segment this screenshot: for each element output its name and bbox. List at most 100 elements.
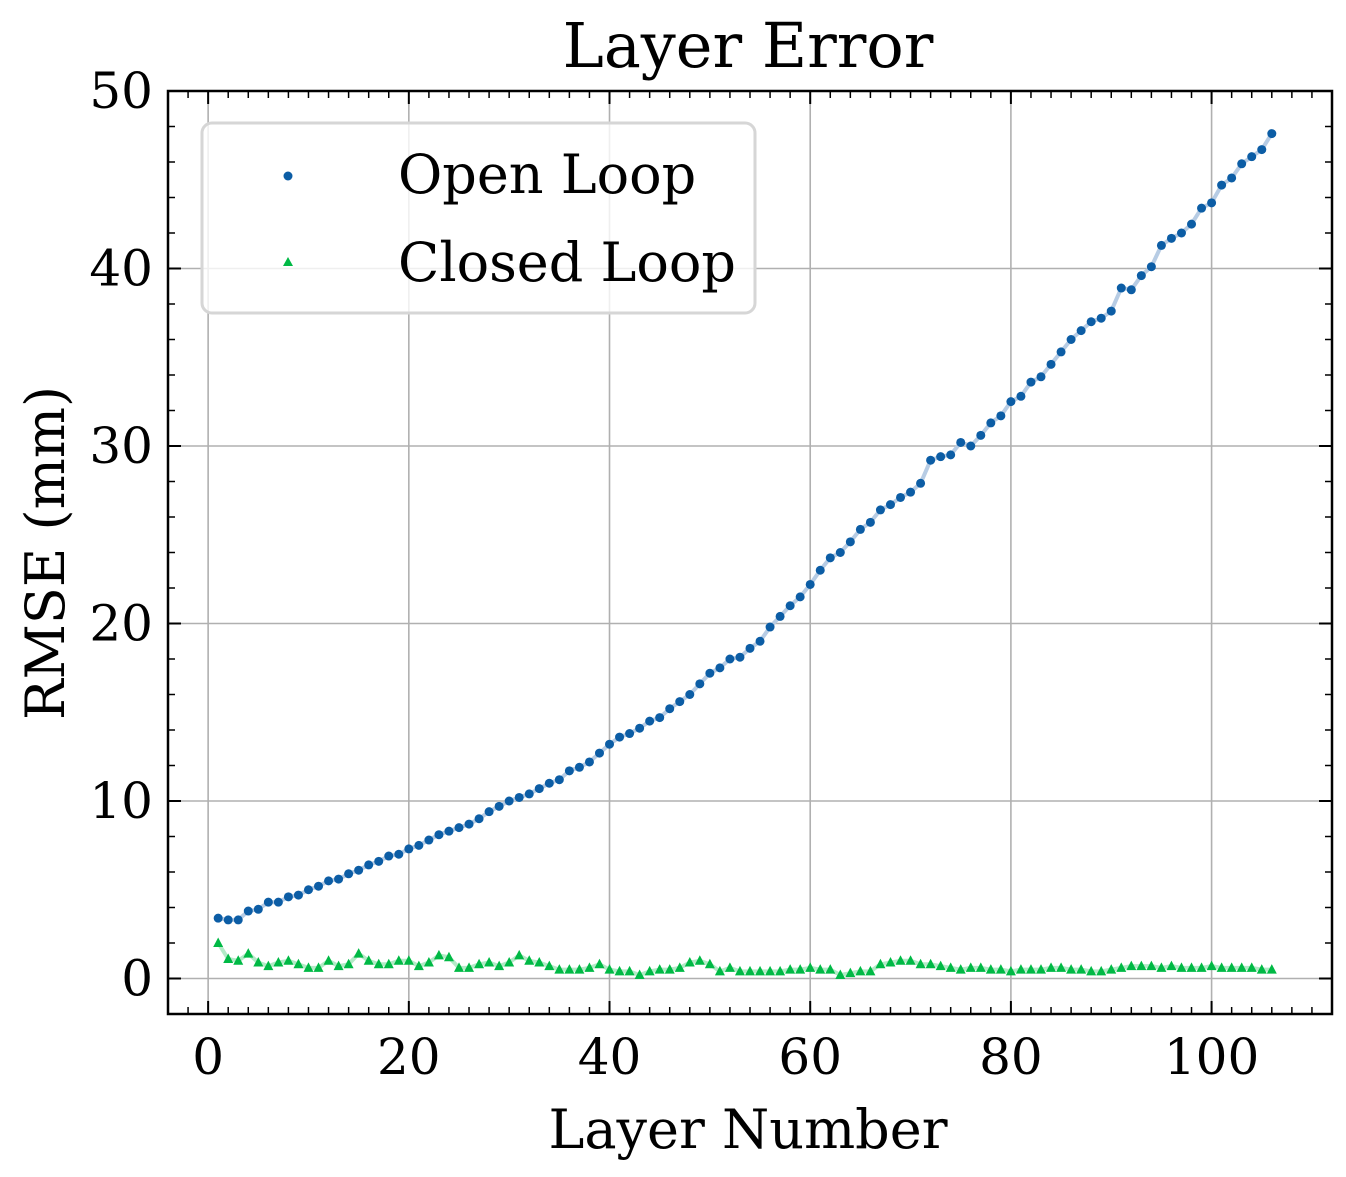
data-point-open-loop [233, 915, 243, 925]
data-point-closed-loop [975, 962, 986, 972]
data-point-open-loop [615, 732, 625, 742]
data-point-open-loop [223, 915, 233, 925]
data-point-closed-loop [1046, 962, 1057, 972]
data-point-closed-loop [704, 958, 715, 969]
data-point-closed-loop [1136, 960, 1147, 971]
data-point-open-loop [1126, 285, 1136, 295]
y-tick-label: 10 [89, 772, 153, 830]
data-point-closed-loop [1236, 962, 1247, 972]
data-point-closed-loop [945, 962, 956, 972]
chart-title: Layer Error [563, 9, 934, 82]
y-tick-label: 40 [89, 240, 153, 298]
data-point-open-loop [1106, 306, 1116, 316]
data-point-closed-loop [1096, 965, 1107, 976]
data-point-closed-loop [544, 960, 555, 971]
data-point-open-loop [594, 748, 604, 758]
x-axis-label: Layer Number [548, 1098, 947, 1161]
data-point-open-loop [1066, 335, 1076, 344]
data-point-closed-loop [684, 957, 695, 967]
data-point-open-loop [976, 430, 986, 440]
data-point-open-loop [815, 565, 825, 575]
data-point-open-loop [805, 579, 815, 589]
data-point-closed-loop [755, 965, 766, 976]
data-point-closed-loop [263, 960, 274, 971]
data-point-closed-loop [1246, 962, 1257, 972]
data-point-closed-loop [905, 955, 916, 965]
data-point-open-loop [1046, 359, 1056, 369]
data-point-closed-loop [303, 962, 314, 972]
data-point-open-loop [1247, 152, 1257, 162]
data-point-open-loop [825, 553, 835, 563]
data-point-closed-loop [1126, 960, 1137, 971]
data-point-closed-loop [363, 955, 374, 965]
x-tick-label: 80 [979, 1028, 1043, 1086]
legend-label-open-loop: Open Loop [398, 143, 696, 206]
data-point-open-loop [966, 441, 976, 451]
data-point-closed-loop [1196, 962, 1207, 972]
data-point-closed-loop [423, 957, 434, 967]
data-point-closed-loop [353, 948, 364, 958]
data-point-open-loop [1146, 262, 1156, 272]
data-point-closed-loop [1116, 962, 1127, 972]
data-point-open-loop [845, 537, 855, 547]
data-point-closed-loop [1086, 965, 1097, 976]
data-point-closed-loop [955, 964, 966, 974]
data-point-closed-loop [724, 962, 735, 972]
data-point-closed-loop [1066, 964, 1077, 974]
data-point-open-loop [324, 876, 334, 886]
legend-marker-closed-loop [283, 257, 293, 266]
data-point-closed-loop [403, 955, 414, 965]
data-point-open-loop [1096, 313, 1106, 323]
data-point-closed-loop [233, 955, 244, 965]
data-point-open-loop [885, 500, 895, 510]
data-point-closed-loop [1106, 964, 1117, 974]
data-point-open-loop [715, 663, 725, 673]
y-tick-label: 0 [121, 950, 153, 1008]
data-point-open-loop [896, 492, 906, 502]
data-point-open-loop [374, 856, 384, 866]
data-point-open-loop [1076, 326, 1086, 336]
data-point-open-loop [956, 437, 966, 447]
data-point-open-loop [253, 904, 263, 914]
data-point-open-loop [645, 716, 655, 726]
data-point-closed-loop [1216, 962, 1227, 972]
data-point-open-loop [926, 455, 936, 465]
data-point-open-loop [283, 892, 293, 902]
data-point-open-loop [1016, 391, 1026, 401]
data-point-open-loop [946, 450, 956, 460]
data-point-closed-loop [714, 965, 725, 976]
data-point-open-loop [213, 913, 223, 923]
data-point-open-loop [504, 796, 514, 806]
axis-ticks: 0 20 40 60 80 100 0 10 20 30 40 50 [89, 62, 1332, 1086]
data-point-closed-loop [935, 960, 946, 971]
x-tick-label: 20 [377, 1028, 441, 1086]
data-point-open-loop [334, 874, 344, 884]
data-point-closed-loop [584, 962, 595, 972]
data-point-open-loop [785, 601, 795, 611]
data-point-closed-loop [504, 957, 515, 967]
data-point-open-loop [574, 762, 584, 772]
data-point-open-loop [705, 668, 715, 678]
data-point-closed-loop [745, 965, 755, 976]
data-point-open-loop [444, 826, 454, 836]
data-point-closed-loop [654, 964, 665, 974]
data-point-closed-loop [323, 955, 334, 965]
data-point-open-loop [765, 622, 775, 632]
data-point-closed-loop [454, 962, 464, 972]
data-point-closed-loop [995, 964, 1006, 974]
series-line-open-loop [217, 132, 1274, 922]
data-point-open-loop [414, 840, 424, 850]
data-point-closed-loop [373, 958, 384, 969]
data-point-open-loop [675, 697, 685, 707]
data-point-open-loop [434, 830, 444, 840]
data-point-closed-loop [855, 965, 866, 976]
legend-box [200, 121, 757, 315]
data-point-closed-loop [564, 964, 575, 974]
data-point-open-loop [544, 778, 554, 788]
data-point-closed-loop [1146, 960, 1157, 971]
data-point-open-loop [484, 807, 494, 817]
data-point-open-loop [795, 592, 805, 602]
data-point-closed-loop [674, 962, 685, 972]
data-point-open-loop [314, 881, 324, 891]
data-point-open-loop [243, 906, 253, 916]
